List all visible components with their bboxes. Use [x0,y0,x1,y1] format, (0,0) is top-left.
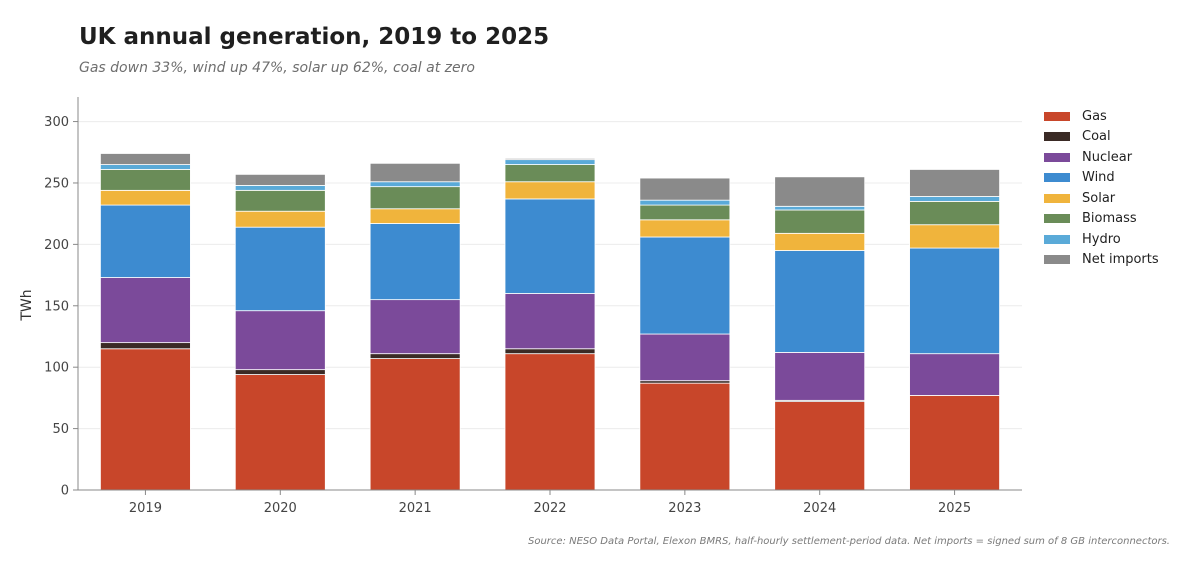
bar-segment-gas [909,395,1000,491]
legend-swatch [1044,152,1070,162]
legend-swatch [1044,193,1070,203]
bar-segment-wind [369,223,461,301]
bar-segment-gas [369,358,461,491]
bar-segment-gas [504,353,596,491]
y-tick-label: 50 [52,422,69,437]
bar-segment-wind [909,247,1000,355]
bar-segment-wind [774,250,866,353]
y-tick-label: 150 [44,299,69,314]
bar-segment-hydro [100,164,191,170]
legend-item-coal: Coal [1044,127,1159,148]
legend-label: Wind [1082,170,1115,186]
x-tick-label: 2022 [533,501,566,516]
bar-segment-hydro [639,199,731,206]
legend-label: Biomass [1082,211,1137,227]
x-tick-label: 2024 [803,501,836,516]
bar-segment-nuclear [369,299,461,355]
bar-segment-solar [100,189,191,206]
y-tick-label: 200 [44,238,69,253]
bar-segment-solar [234,210,326,228]
legend-label: Nuclear [1082,149,1133,165]
legend-label: Net imports [1082,252,1159,268]
bar-segment-hydro [504,159,596,165]
bar-segment-biomass [504,164,596,183]
y-tick-label: 300 [44,115,69,130]
bar-segment-wind [234,226,326,312]
bar-segment-coal [504,348,596,355]
legend: Gas Coal Nuclear Wind Solar Biomass Hydro Net i… [1044,106,1159,270]
chart-subtitle: Gas down 33%, wind up 47%, solar up 62%,… [79,60,475,76]
bar-segment-hydro [774,205,866,211]
bar-segment-net-imports [369,162,461,183]
bar-segment-nuclear [234,310,326,371]
bar-segment-nuclear [909,353,1000,396]
y-axis-title: TWh [19,289,35,321]
legend-item-hydro: Hydro [1044,229,1159,250]
legend-swatch [1044,234,1070,244]
legend-swatch [1044,173,1070,183]
axes: 0 50 100 150 200 250 300 2019 2020 2021 2022 2023 20… [44,97,1022,516]
bar-segment-nuclear [504,293,596,350]
bar-segment-net-imports [774,176,866,207]
bar-segment-solar [369,208,461,224]
bar-segment-hydro [909,196,1000,202]
bar-segment-hydro [234,185,326,191]
bar-segment-nuclear [100,277,191,344]
bar-segment-hydro [369,181,461,188]
x-tick-label: 2021 [399,501,432,516]
bar-segment-coal [369,353,461,359]
bars [100,153,1000,491]
bar-segment-nuclear [774,352,866,401]
legend-swatch [1044,132,1070,142]
legend-swatch [1044,255,1070,265]
bar-segment-gas [774,401,866,491]
bar-segment-biomass [100,169,191,191]
legend-item-net-imports: Net imports [1044,250,1159,271]
bar-segment-solar [909,224,1000,249]
bar-segment-biomass [774,209,866,234]
bar-segment-coal [234,369,326,375]
legend-label: Gas [1082,108,1107,124]
bar-segment-wind [504,198,596,294]
bar-segment-nuclear [639,333,731,382]
legend-item-solar: Solar [1044,188,1159,209]
legend-swatch [1044,111,1070,121]
source-note: Source: NESO Data Portal, Elexon BMRS, h… [528,536,1170,547]
bar-segment-biomass [909,200,1000,226]
chart-title: UK annual generation, 2019 to 2025 [79,24,550,50]
bar-segment-gas [639,382,731,491]
bar-segment-biomass [369,186,461,210]
x-tick-label: 2019 [129,501,162,516]
y-tick-label: 250 [44,176,69,191]
bar-segment-coal [100,342,191,350]
legend-swatch [1044,214,1070,224]
legend-item-wind: Wind [1044,168,1159,189]
bar-segment-biomass [234,189,326,212]
legend-item-biomass: Biomass [1044,209,1159,230]
bar-segment-solar [774,232,866,251]
bar-segment-net-imports [909,169,1000,197]
bar-segment-net-imports [504,158,596,161]
bar-segment-net-imports [100,153,191,165]
bar-segment-net-imports [234,173,326,186]
legend-label: Hydro [1082,231,1121,247]
bar-segment-net-imports [639,177,731,201]
bar-segment-gas [100,348,191,491]
x-tick-label: 2023 [668,501,701,516]
x-tick-label: 2020 [264,501,297,516]
legend-label: Coal [1082,129,1111,145]
y-tick-label: 100 [44,361,69,376]
legend-item-nuclear: Nuclear [1044,147,1159,168]
legend-label: Solar [1082,190,1116,206]
bar-segment-wind [100,204,191,278]
bar-segment-gas [234,374,326,491]
legend-item-gas: Gas [1044,106,1159,127]
bar-segment-biomass [639,204,731,221]
bar-segment-solar [504,181,596,200]
y-tick-label: 0 [61,484,69,499]
x-tick-label: 2025 [938,501,971,516]
bar-segment-solar [639,219,731,238]
bar-segment-wind [639,236,731,335]
